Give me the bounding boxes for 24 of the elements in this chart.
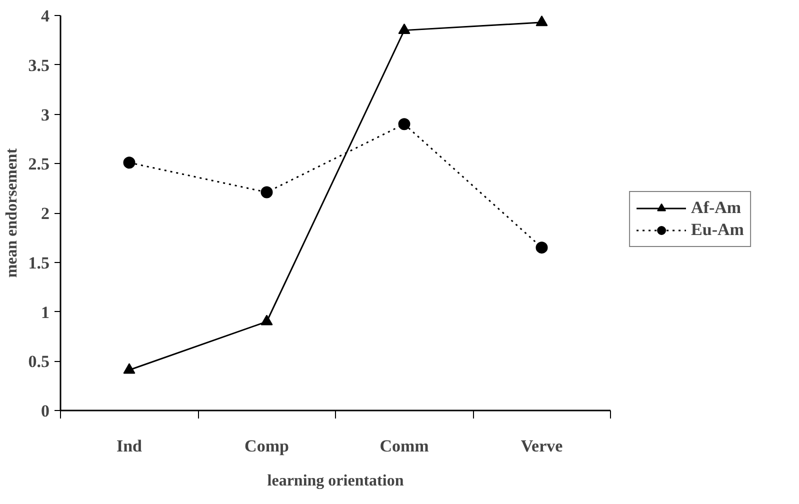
y-tick-label: 3.5 (28, 56, 50, 75)
x-axis-title: learning orientation (267, 472, 404, 490)
x-tick-label: Comp (244, 436, 289, 456)
point (536, 16, 548, 26)
y-tick-label: 3 (41, 105, 50, 124)
point (260, 186, 273, 198)
y-tick-label: 1 (41, 302, 50, 322)
y-tick-label: 2.5 (28, 154, 50, 174)
legend-label: Eu-Am (691, 220, 744, 240)
y-tick-label: 4 (41, 6, 50, 26)
y-tick-label: 0 (41, 402, 50, 420)
y-tick-label: 2 (41, 204, 50, 223)
x-tick-label: Verve (520, 436, 564, 456)
point (123, 363, 136, 374)
y-axis-title: mean endorsement (3, 148, 20, 278)
legend-label: Af-Am (691, 198, 742, 218)
x-tick-label: Comm (380, 436, 429, 456)
point (260, 314, 273, 326)
y-tick-label: 0.5 (28, 352, 50, 372)
point (123, 156, 136, 169)
point (398, 118, 410, 130)
point (536, 242, 548, 254)
x-tick-label: Ind (116, 436, 143, 456)
y-tick-label: 1.5 (28, 253, 50, 272)
